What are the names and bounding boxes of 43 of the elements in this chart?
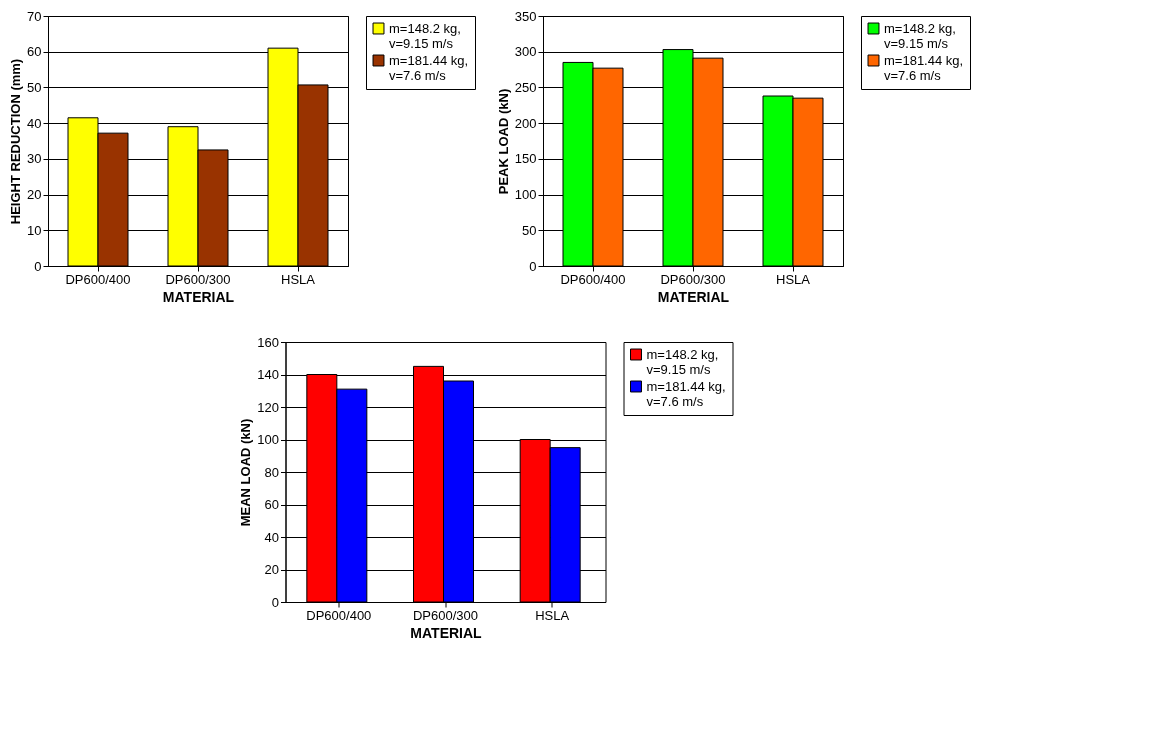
x-tick-label: DP600/400 (65, 271, 131, 287)
x-axis-title: MATERIAL (657, 288, 730, 305)
y-axis-title: MEAN LOAD (kN) (238, 418, 254, 527)
y-tick-label: 350 (514, 8, 537, 24)
y-tick-label: 60 (27, 44, 42, 60)
x-tick-label: HSLA (776, 271, 811, 287)
legend-label: m=181.44 kg, v=7.6 m/s (884, 52, 964, 83)
y-tick-label: 50 (522, 222, 537, 238)
y-tick-label: 70 (27, 8, 42, 24)
y-tick-label: 100 (514, 187, 537, 203)
y-tick-label: 20 (27, 187, 42, 203)
y-tick-label: 40 (27, 115, 42, 131)
y-tick-label: 250 (514, 79, 537, 95)
x-tick-label: DP600/300 (660, 271, 726, 287)
x-tick-label: DP600/300 (165, 271, 231, 287)
y-tick-label: 20 (264, 562, 279, 577)
y-tick-label: 300 (514, 44, 537, 60)
y-tick-label: 160 (257, 334, 279, 350)
x-tick-label: HSLA (535, 607, 570, 623)
x-tick-label: HSLA (281, 271, 316, 287)
y-tick-label: 10 (27, 222, 42, 238)
y-tick-label: 150 (514, 151, 537, 167)
y-tick-label: 0 (34, 258, 42, 274)
x-axis-title: MATERIAL (410, 624, 483, 641)
x-tick-label: DP600/400 (306, 607, 372, 623)
y-tick-label: 0 (271, 594, 279, 610)
y-tick-label: 200 (514, 115, 537, 131)
y-tick-label: 0 (529, 258, 537, 274)
x-tick-label: DP600/300 (412, 607, 479, 623)
y-axis-title: HEIGHT REDUCTION (mm) (8, 58, 24, 225)
y-tick-label: 80 (264, 464, 279, 480)
y-tick-label: 100 (257, 432, 279, 447)
x-axis-title: MATERIAL (162, 288, 235, 305)
x-tick-label: DP600/400 (560, 271, 626, 287)
y-tick-label: 30 (27, 151, 42, 167)
y-axis-title: PEAK LOAD (kN) (495, 88, 511, 195)
y-tick-label: 50 (27, 79, 42, 95)
y-tick-label: 120 (257, 399, 279, 415)
y-tick-label: 40 (264, 529, 279, 545)
legend-label: m=181.44 kg, v=7.6 m/s (389, 52, 469, 83)
y-tick-label: 140 (257, 367, 279, 382)
y-tick-label: 60 (264, 497, 279, 512)
legend-label: m=181.44 kg, v=7.6 m/s (646, 378, 726, 409)
